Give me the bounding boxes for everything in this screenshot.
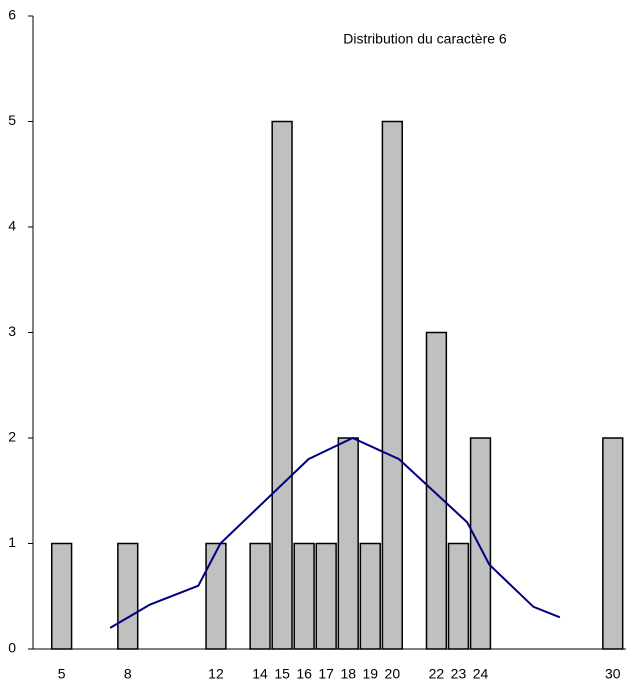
x-tick-label: 18 — [340, 666, 356, 682]
x-tick-label: 14 — [252, 666, 268, 682]
x-tick-label: 15 — [274, 666, 290, 682]
bar — [425, 331, 448, 650]
bar — [117, 542, 139, 650]
x-tick-label: 17 — [318, 666, 334, 682]
bar — [469, 437, 492, 650]
y-tick-label: 3 — [8, 323, 16, 339]
x-tick-label: 30 — [605, 666, 621, 682]
x-tick-label: 24 — [473, 666, 489, 682]
y-tick-label: 0 — [8, 640, 16, 656]
bar — [205, 542, 227, 650]
bar — [50, 542, 73, 650]
y-tick-label: 5 — [8, 112, 16, 128]
bar — [337, 437, 359, 650]
y-tick-label: 6 — [8, 7, 16, 23]
bar — [602, 437, 624, 650]
x-tick-label: 19 — [362, 666, 378, 682]
trend-line — [109, 436, 561, 629]
x-tick-label: 20 — [385, 666, 401, 682]
bar — [271, 120, 293, 650]
x-tick-label: 23 — [451, 666, 467, 682]
x-tick-label: 8 — [124, 666, 132, 682]
bar — [381, 120, 403, 650]
x-tick-label: 22 — [429, 666, 445, 682]
bar — [315, 542, 337, 650]
bar — [447, 542, 470, 650]
x-tick-label: 16 — [296, 666, 312, 682]
y-tick-label: 2 — [8, 429, 16, 445]
bar — [249, 542, 271, 650]
y-tick-label: 1 — [8, 534, 16, 550]
chart-title: Distribution du caractère 6 — [343, 31, 507, 47]
x-tick-label: 12 — [208, 666, 224, 682]
bar — [293, 542, 315, 650]
x-tick-label: 5 — [58, 666, 66, 682]
y-tick-label: 4 — [8, 218, 16, 234]
bar — [359, 542, 381, 650]
